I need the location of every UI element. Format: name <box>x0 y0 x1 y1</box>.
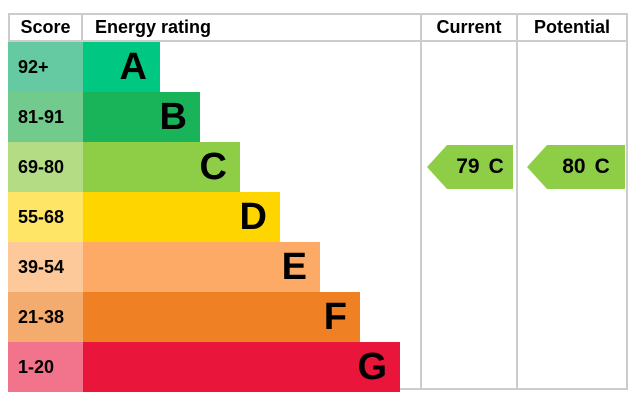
band-row-e: 39-54 E <box>8 242 420 292</box>
band-row-c: 69-80 C <box>8 142 420 192</box>
band-score-range: 69-80 <box>8 142 83 192</box>
header-current: Current <box>422 15 518 40</box>
band-letter: G <box>357 346 387 388</box>
band-bar: C <box>83 142 240 192</box>
band-bar: F <box>83 292 360 342</box>
table-header: Score Energy rating Current Potential <box>8 15 626 42</box>
band-letter: C <box>199 146 227 188</box>
epc-table: Score Energy rating Current Potential 92… <box>8 13 628 392</box>
potential-score-value: 80 <box>562 155 586 178</box>
header-score: Score <box>10 15 83 40</box>
band-score-range: 39-54 <box>8 242 83 292</box>
header-energy-rating: Energy rating <box>83 15 422 40</box>
current-score-value: 79 <box>456 155 480 178</box>
current-rating-arrow: 79 C <box>427 145 513 189</box>
band-row-g: 1-20 G <box>8 342 420 392</box>
band-letter: B <box>159 96 187 138</box>
band-bar: A <box>83 42 160 92</box>
band-letter: A <box>119 46 147 88</box>
current-band-letter: C <box>488 155 504 178</box>
band-score-range: 55-68 <box>8 192 83 242</box>
energy-bands-column: 92+ A 81-91 B 69-80 C <box>8 42 422 392</box>
band-row-b: 81-91 B <box>8 92 420 142</box>
band-row-a: 92+ A <box>8 42 420 92</box>
band-score-range: 92+ <box>8 42 83 92</box>
potential-rating-arrow: 80 C <box>527 145 625 189</box>
band-score-range: 1-20 <box>8 342 83 392</box>
table-body: 92+ A 81-91 B 69-80 C <box>8 42 626 392</box>
band-bar: D <box>83 192 280 242</box>
band-letter: F <box>323 296 347 338</box>
current-column: 79 C <box>422 42 518 390</box>
band-row-d: 55-68 D <box>8 192 420 242</box>
band-score-range: 21-38 <box>8 292 83 342</box>
band-row-f: 21-38 F <box>8 292 420 342</box>
band-letter: D <box>239 196 267 238</box>
band-bar: G <box>83 342 400 392</box>
header-potential: Potential <box>533 17 610 37</box>
band-bar: B <box>83 92 200 142</box>
band-letter: E <box>281 246 307 288</box>
potential-column: 80 C <box>518 42 626 390</box>
band-bar: E <box>83 242 320 292</box>
potential-band-letter: C <box>594 155 610 178</box>
band-score-range: 81-91 <box>8 92 83 142</box>
